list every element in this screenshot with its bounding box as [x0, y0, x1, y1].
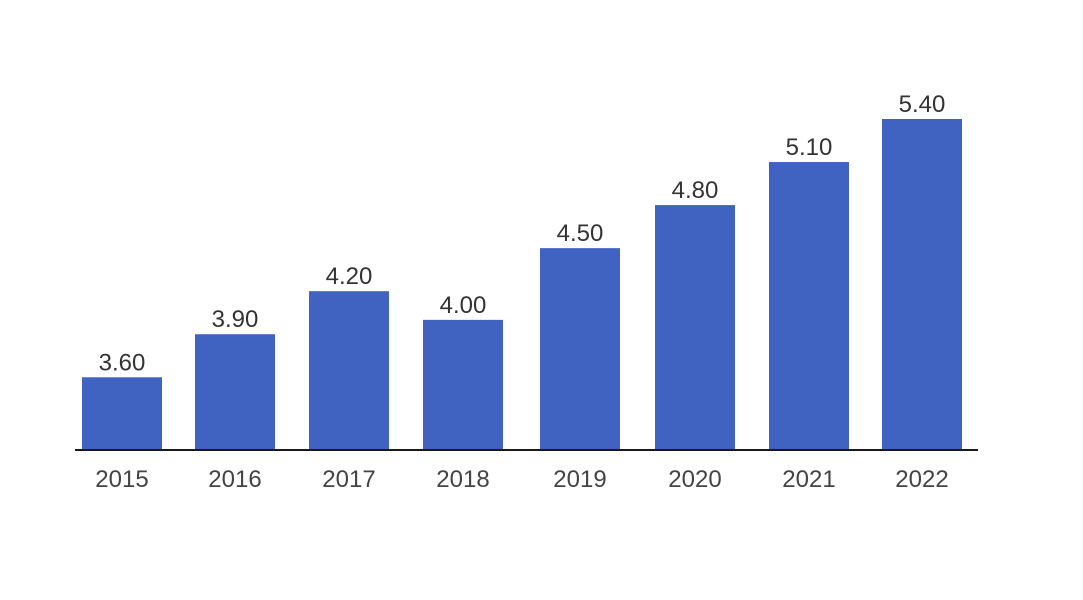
data-label-2017: 4.20	[326, 263, 373, 290]
bar-2022	[882, 119, 962, 449]
data-label-2016: 3.90	[212, 306, 259, 333]
data-label-2021: 5.10	[786, 134, 833, 161]
bar-2015	[82, 377, 162, 449]
x-tick-labels-group: 2015 2016 2017 2018 2019 2020 2021 2022	[95, 466, 948, 493]
bar-2020	[655, 205, 735, 449]
data-label-2015: 3.60	[99, 349, 146, 376]
data-labels-group: 3.60 3.90 4.20 4.00 4.50 4.80 5.10 5.40	[99, 91, 946, 376]
data-label-2022: 5.40	[899, 91, 946, 118]
x-tick-label-2016: 2016	[208, 466, 261, 493]
bar-2021	[769, 162, 849, 450]
data-label-2020: 4.80	[672, 177, 719, 204]
bar-2019	[540, 248, 620, 449]
x-tick-label-2020: 2020	[668, 466, 721, 493]
bar-2018	[423, 319, 503, 449]
data-label-2018: 4.00	[440, 292, 487, 319]
bar-2016	[195, 334, 275, 449]
x-tick-label-2021: 2021	[782, 466, 835, 493]
bars-group	[82, 119, 962, 450]
bar-2017	[309, 291, 389, 449]
x-tick-label-2015: 2015	[95, 466, 148, 493]
x-tick-label-2022: 2022	[895, 466, 948, 493]
x-tick-label-2019: 2019	[553, 466, 606, 493]
data-label-2019: 4.50	[557, 220, 604, 247]
x-tick-label-2018: 2018	[436, 466, 489, 493]
x-tick-label-2017: 2017	[322, 466, 375, 493]
